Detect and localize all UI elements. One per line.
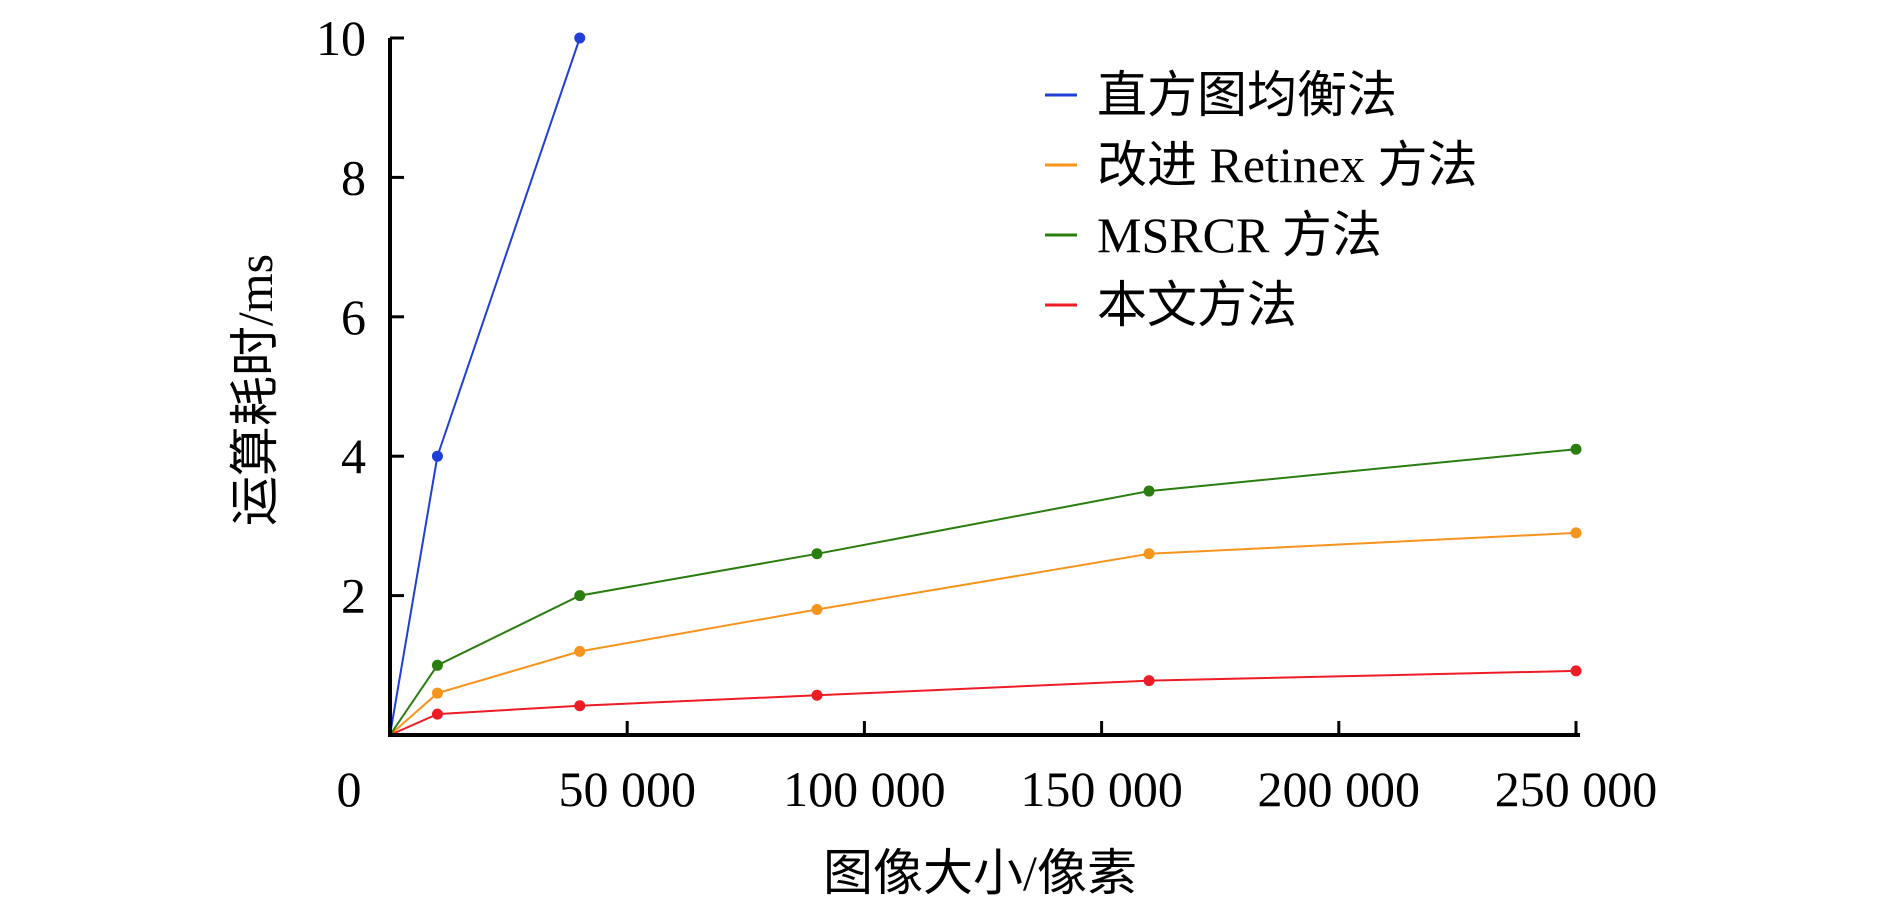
data-point: [574, 645, 586, 657]
y-tick-label: 4: [341, 428, 366, 484]
x-tick-label: 200 000: [1258, 761, 1421, 817]
origin-tick-label: 0: [337, 761, 362, 817]
data-point: [811, 548, 823, 560]
legend-item: MSRCR 方法: [1045, 207, 1382, 263]
y-tick-label: 6: [341, 289, 366, 345]
legend-label: 本文方法: [1097, 277, 1297, 333]
series-line: [389, 37, 581, 736]
y-tick-label: 10: [316, 10, 366, 66]
series-1: [389, 32, 586, 736]
data-point: [431, 687, 443, 699]
legend-label: 直方图均衡法: [1097, 67, 1397, 123]
y-axis-label: 运算耗时/ms: [227, 254, 283, 526]
series-4: [389, 665, 1582, 736]
data-point: [811, 604, 823, 616]
data-point: [1143, 675, 1155, 687]
series-line: [389, 531, 1577, 736]
series-line: [389, 448, 1577, 736]
legend-item: 直方图均衡法: [1045, 67, 1397, 123]
x-tick-label: 100 000: [783, 761, 946, 817]
data-point: [1143, 548, 1155, 560]
x-tick-label: 50 000: [558, 761, 696, 817]
tick-labels: 50 000 100 000 150 000 200 000 250 000 0 2 4 6 8 1…: [316, 10, 1657, 817]
data-point: [811, 689, 823, 701]
y-tick-label: 8: [341, 149, 366, 205]
data-point: [574, 32, 586, 44]
series-line: [389, 669, 1577, 736]
axes: [388, 36, 1580, 737]
y-tick-label: 2: [341, 568, 366, 624]
data-point: [1570, 527, 1582, 539]
data-point: [431, 659, 443, 671]
legend-label: 改进 Retinex 方法: [1097, 137, 1478, 193]
data-point: [574, 700, 586, 712]
data-point: [431, 708, 443, 720]
x-axis-label: 图像大小/像素: [823, 845, 1137, 901]
legend-item: 本文方法: [1045, 277, 1297, 333]
data-point: [574, 590, 586, 602]
x-tick-label: 250 000: [1495, 761, 1658, 817]
x-tick-label: 150 000: [1020, 761, 1183, 817]
series-3: [389, 443, 1582, 736]
plot-series: [389, 32, 1582, 736]
data-point: [1570, 443, 1582, 455]
legend-item: 改进 Retinex 方法: [1045, 137, 1478, 193]
data-point: [1570, 665, 1582, 677]
data-point: [431, 450, 443, 462]
legend-label: MSRCR 方法: [1097, 207, 1382, 263]
data-point: [1143, 485, 1155, 497]
series-2: [389, 527, 1582, 736]
